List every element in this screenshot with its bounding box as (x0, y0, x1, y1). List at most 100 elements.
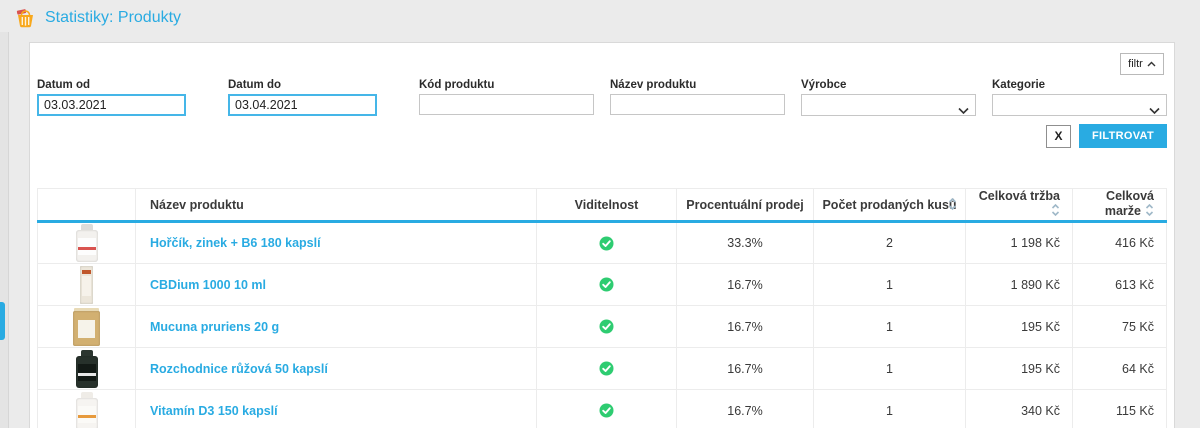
product-name-cell: Vitamín D3 150 kapslí (135, 389, 537, 428)
visible-check-icon (599, 403, 614, 418)
percent-sales-cell: 33.3% (676, 221, 814, 264)
product-name-cell: Rozchodnice růžová 50 kapslí (135, 347, 537, 390)
visibility-cell (536, 305, 677, 348)
product-thumb-cell (37, 221, 136, 264)
filter-and-results-panel: filtr Datum od Datum do Kód produktu Náz… (29, 42, 1175, 428)
filter-datum-od-label: Datum od (37, 79, 91, 91)
table-header-row: Název produktu Viditelnost Procentuální … (37, 188, 1167, 223)
product-thumbnail[interactable] (75, 391, 98, 428)
table-row: Mucuna pruriens 20 g 16.7% 1 195 Kč 75 K… (37, 305, 1167, 348)
table-row: Hořčík, zinek + B6 180 kapslí 33.3% 2 1 … (37, 221, 1167, 264)
statistics-table: Název produktu Viditelnost Procentuální … (37, 188, 1167, 428)
sidebar-handle[interactable] (0, 302, 5, 340)
product-thumbnail[interactable] (80, 265, 93, 304)
filter-kod-produktu: Kód produktu (419, 79, 594, 116)
filter-toggle-label: filtr (1128, 58, 1143, 70)
product-name-link[interactable]: Mucuna pruriens 20 g (150, 319, 280, 334)
product-thumb-cell (37, 263, 136, 306)
col-nazev-produktu: Název produktu (135, 188, 537, 223)
product-name-link[interactable]: CBDium 1000 10 ml (150, 277, 267, 292)
units-sold-cell: 2 (813, 221, 966, 264)
filter-grid: Datum od Datum do Kód produktu Název pro… (37, 79, 1167, 116)
filter-vyrobce-label: Výrobce (801, 79, 847, 91)
filter-datum-do-input[interactable] (228, 94, 377, 116)
product-thumbnail[interactable] (73, 307, 100, 346)
filter-actions: x FILTROVAT (37, 124, 1167, 148)
filter-vyrobce: Výrobce (801, 79, 976, 116)
filter-datum-do-label: Datum do (228, 79, 282, 91)
col-thumb (37, 188, 136, 223)
units-sold-cell: 1 (813, 347, 966, 390)
filter-toggle-button[interactable]: filtr (1120, 53, 1164, 75)
units-sold-cell: 1 (813, 389, 966, 428)
product-name-link[interactable]: Vitamín D3 150 kapslí (150, 403, 278, 418)
total-margin-cell: 75 Kč (1072, 305, 1167, 348)
visibility-cell (536, 389, 677, 428)
sort-icon[interactable] (948, 197, 957, 214)
product-name-cell: Mucuna pruriens 20 g (135, 305, 537, 348)
units-sold-cell: 1 (813, 263, 966, 306)
visibility-cell (536, 347, 677, 390)
col-pocet-prodanych-kusu[interactable]: Počet prodaných kusů (813, 188, 966, 223)
filter-kategorie: Kategorie (992, 79, 1167, 116)
filter-nazev-produktu-label: Název produktu (610, 79, 697, 91)
filter-kategorie-select[interactable] (992, 94, 1167, 116)
basket-icon (14, 8, 36, 28)
product-thumbnail[interactable] (75, 224, 98, 262)
visible-check-icon (599, 361, 614, 376)
percent-sales-cell: 16.7% (676, 305, 814, 348)
total-margin-cell: 64 Kč (1072, 347, 1167, 390)
left-rail (0, 32, 9, 428)
total-revenue-cell: 195 Kč (965, 347, 1073, 390)
total-revenue-cell: 195 Kč (965, 305, 1073, 348)
total-revenue-cell: 1 198 Kč (965, 221, 1073, 264)
filter-datum-od-input[interactable] (37, 94, 186, 116)
percent-sales-cell: 16.7% (676, 263, 814, 306)
product-thumb-cell (37, 389, 136, 428)
table-row: Rozchodnice růžová 50 kapslí 16.7% 1 195… (37, 347, 1167, 390)
product-name-cell: CBDium 1000 10 ml (135, 263, 537, 306)
filter-kod-produktu-label: Kód produktu (419, 79, 495, 91)
units-sold-cell: 1 (813, 305, 966, 348)
percent-sales-cell: 16.7% (676, 389, 814, 428)
table-row: CBDium 1000 10 ml 16.7% 1 1 890 Kč 613 K… (37, 263, 1167, 306)
total-revenue-cell: 340 Kč (965, 389, 1073, 428)
total-revenue-cell: 1 890 Kč (965, 263, 1073, 306)
sort-icon[interactable] (1145, 203, 1154, 220)
product-thumbnail[interactable] (75, 349, 98, 388)
page-header: Statistiky: Produkty (0, 0, 1200, 34)
chevron-up-icon (1147, 61, 1156, 67)
visible-check-icon (599, 319, 614, 334)
table-row: Vitamín D3 150 kapslí 16.7% 1 340 Kč 115… (37, 389, 1167, 428)
chevron-down-icon (958, 102, 969, 120)
visible-check-icon (599, 236, 614, 251)
filter-kategorie-label: Kategorie (992, 79, 1046, 91)
col-celkova-trzba[interactable]: Celková tržba (965, 188, 1073, 223)
visibility-cell (536, 263, 677, 306)
product-name-link[interactable]: Hořčík, zinek + B6 180 kapslí (150, 236, 321, 250)
filter-nazev-produktu: Název produktu (610, 79, 785, 116)
clear-filter-button[interactable]: x (1046, 124, 1072, 148)
product-name-link[interactable]: Rozchodnice růžová 50 kapslí (150, 361, 328, 376)
total-margin-cell: 416 Kč (1072, 221, 1167, 264)
filter-datum-od: Datum od (37, 79, 212, 116)
col-viditelnost: Viditelnost (536, 188, 677, 223)
filter-datum-do: Datum do (228, 79, 403, 116)
filter-kod-produktu-input[interactable] (419, 94, 594, 115)
page-title: Statistiky: Produkty (45, 9, 182, 26)
filtrovat-button[interactable]: FILTROVAT (1079, 124, 1167, 148)
product-thumb-cell (37, 305, 136, 348)
col-procentualni-prodej: Procentuální prodej (676, 188, 814, 223)
total-margin-cell: 613 Kč (1072, 263, 1167, 306)
product-name-cell: Hořčík, zinek + B6 180 kapslí (135, 221, 537, 264)
product-thumb-cell (37, 347, 136, 390)
col-celkova-marze[interactable]: Celková marže (1072, 188, 1167, 223)
table-body: Hořčík, zinek + B6 180 kapslí 33.3% 2 1 … (37, 221, 1167, 428)
filter-nazev-produktu-input[interactable] (610, 94, 785, 115)
percent-sales-cell: 16.7% (676, 347, 814, 390)
total-margin-cell: 115 Kč (1072, 389, 1167, 428)
visible-check-icon (599, 277, 614, 292)
filter-vyrobce-select[interactable] (801, 94, 976, 116)
chevron-down-icon (1149, 102, 1160, 120)
sort-icon[interactable] (1051, 203, 1060, 220)
